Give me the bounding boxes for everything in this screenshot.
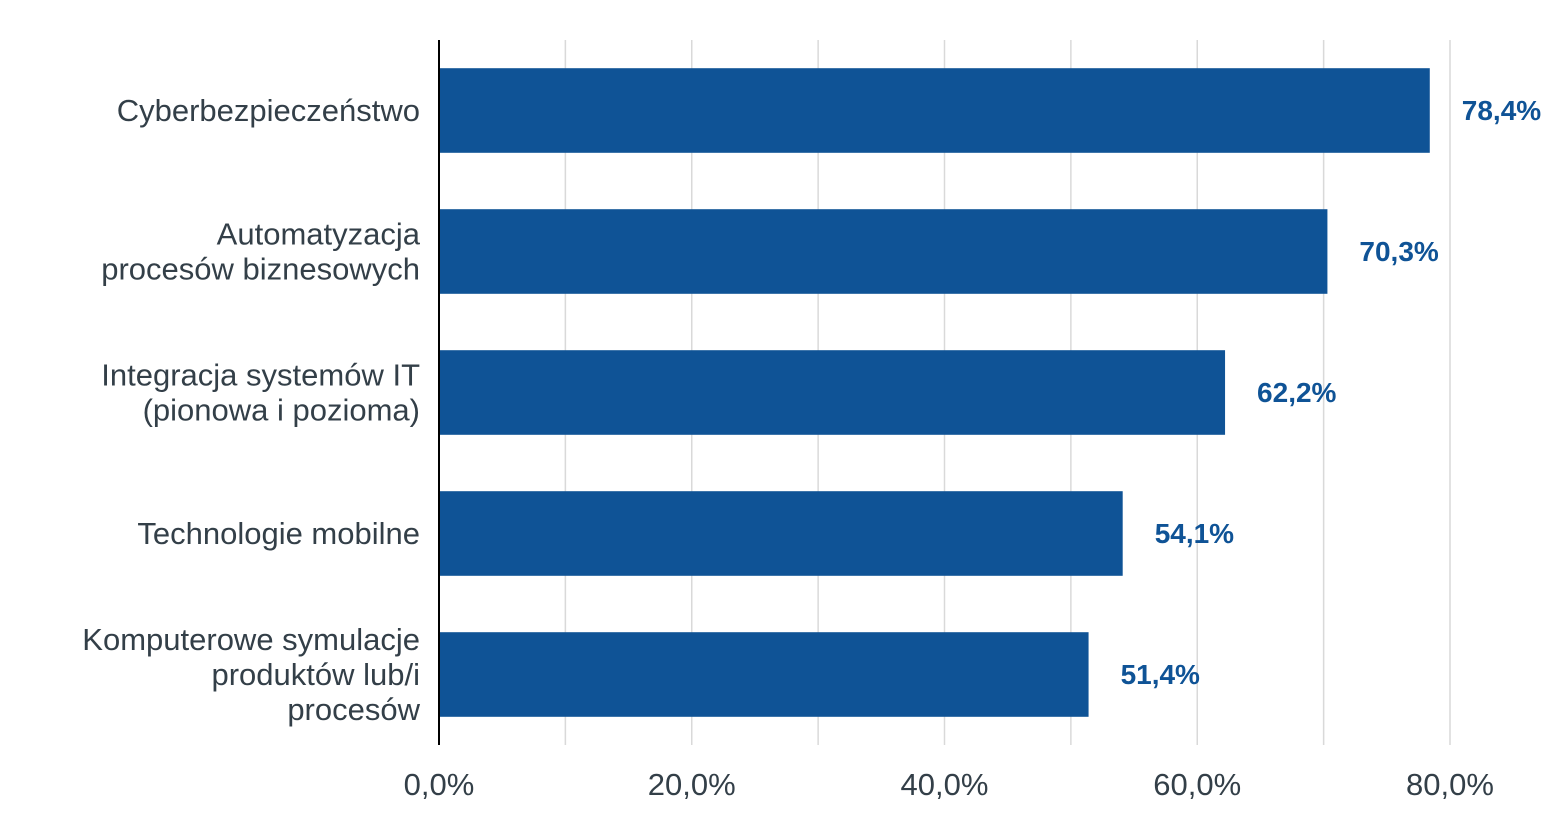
bar	[439, 68, 1430, 153]
data-label: 78,4%	[1462, 95, 1541, 126]
data-label: 62,2%	[1257, 377, 1336, 408]
bar	[439, 350, 1226, 435]
category-label: Integracja systemów IT (pionowa i pozioma…	[101, 358, 420, 428]
bar	[439, 632, 1089, 717]
bar	[439, 209, 1328, 294]
category-label: Automatyzacja procesów biznesowych	[101, 217, 421, 287]
data-label: 70,3%	[1359, 236, 1438, 267]
x-tick-label: 60,0%	[1153, 767, 1241, 802]
x-tick-label: 40,0%	[901, 767, 989, 802]
bars	[439, 68, 1430, 717]
category-label: Komputerowe symulacje produktów lub/i proc…	[82, 622, 420, 727]
category-labels: Cyberbezpieczeństwo Automatyzacja procesów…	[82, 93, 420, 727]
x-tick-label: 0,0%	[404, 767, 475, 802]
category-label: Cyberbezpieczeństwo	[117, 93, 420, 128]
x-tick-label: 80,0%	[1406, 767, 1494, 802]
data-labels: 78,4% 70,3% 62,2% 54,1% 51,4%	[1121, 95, 1542, 690]
data-label: 51,4%	[1121, 659, 1200, 690]
data-label: 54,1%	[1155, 518, 1234, 549]
x-tick-label: 20,0%	[648, 767, 736, 802]
category-label: Technologie mobilne	[137, 516, 420, 551]
bar	[439, 491, 1123, 576]
x-axis-tick-labels: 0,0% 20,0% 40,0% 60,0% 80,0%	[404, 767, 1494, 802]
